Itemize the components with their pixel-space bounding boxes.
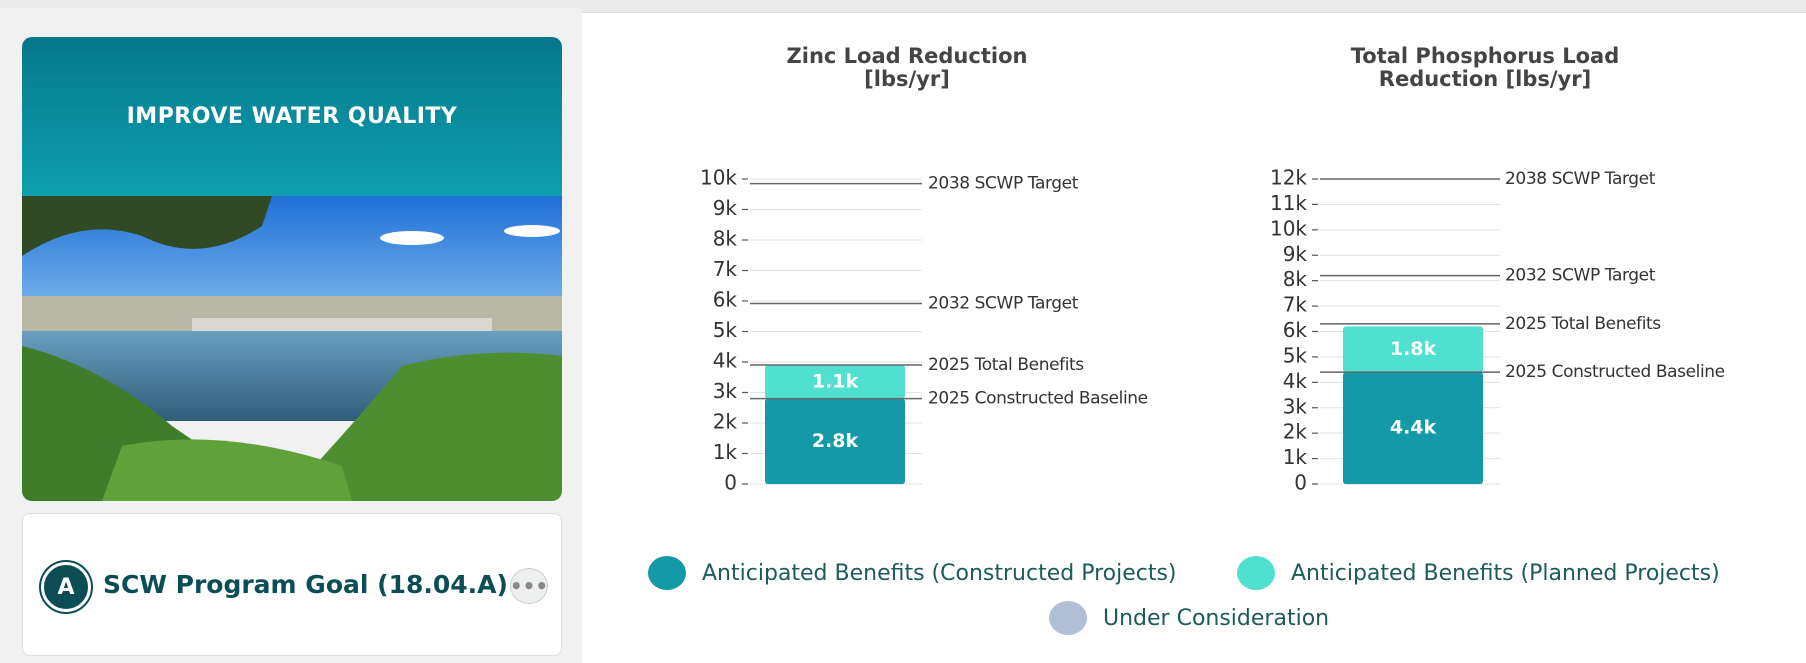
y-tick-label: 0 [1294, 471, 1307, 495]
y-tick-label: 5k [1283, 343, 1308, 367]
y-tick-label: 1k [713, 440, 738, 464]
y-tick-label: 7k [1283, 293, 1308, 317]
legend-label: Under Consideration [1103, 606, 1329, 631]
reference-label: 2038 SCWP Target [928, 174, 1079, 194]
bar-value-label: 4.4k [1390, 417, 1437, 439]
legend-swatch [1049, 601, 1087, 635]
legend-label: Anticipated Benefits (Constructed Projec… [702, 561, 1177, 586]
bar-value-label: 1.8k [1390, 338, 1437, 360]
y-tick-label: 10k [700, 166, 737, 190]
reference-label: 2025 Total Benefits [1505, 314, 1661, 334]
y-tick-label: 0 [724, 471, 737, 495]
y-tick-label: 2k [1283, 420, 1308, 444]
reference-label: 2038 SCWP Target [1505, 169, 1656, 189]
y-tick-label: 3k [713, 379, 738, 403]
legend-swatch [648, 556, 686, 590]
y-tick-label: 12k [1270, 166, 1307, 190]
y-tick-label: 9k [1283, 242, 1308, 266]
y-tick-label: 9k [713, 196, 738, 220]
reference-label: 2032 SCWP Target [928, 293, 1079, 313]
y-tick-label: 11k [1270, 191, 1307, 215]
y-tick-label: 7k [713, 257, 738, 281]
reference-label: 2025 Total Benefits [928, 355, 1084, 375]
y-tick-label: 3k [1283, 394, 1308, 418]
y-tick-label: 1k [1283, 445, 1308, 469]
legend-label: Anticipated Benefits (Planned Projects) [1291, 561, 1720, 586]
bar-value-label: 1.1k [812, 370, 859, 392]
legend-item[interactable]: Anticipated Benefits (Constructed Projec… [648, 556, 1177, 590]
y-tick-label: 4k [1283, 369, 1308, 393]
y-tick-label: 8k [713, 227, 738, 251]
legend-swatch [1237, 556, 1275, 590]
y-tick-label: 6k [713, 288, 738, 312]
legend-item[interactable]: Anticipated Benefits (Planned Projects) [1237, 556, 1720, 590]
y-tick-label: 2k [713, 410, 738, 434]
y-tick-label: 10k [1270, 216, 1307, 240]
reference-label: 2025 Constructed Baseline [1505, 362, 1725, 382]
legend-item[interactable]: Under Consideration [1049, 601, 1329, 635]
bar-value-label: 2.8k [812, 430, 859, 452]
y-tick-label: 5k [713, 318, 738, 342]
dashboard: IMPROVE WATER QUALITY A SCW Program Goal… [0, 0, 1806, 663]
y-tick-label: 6k [1283, 318, 1308, 342]
y-tick-label: 8k [1283, 267, 1308, 291]
reference-label: 2032 SCWP Target [1505, 266, 1656, 286]
reference-label: 2025 Constructed Baseline [928, 389, 1148, 409]
y-tick-label: 4k [713, 349, 738, 373]
